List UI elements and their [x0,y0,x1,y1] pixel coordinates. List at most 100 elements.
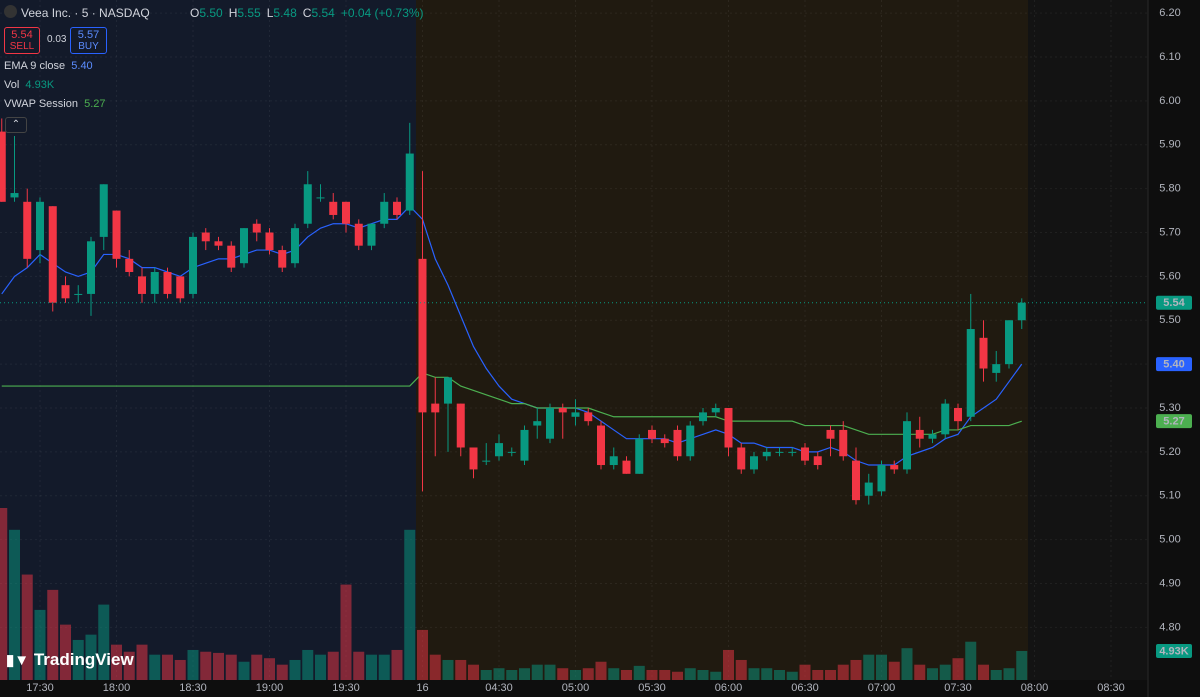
price-tag-label: 5.27 [1163,416,1184,428]
candle-body [316,197,325,199]
volume-bar [468,664,479,680]
candle-body [1017,302,1026,321]
spread: 0.03 [47,34,67,45]
volume-bar [404,529,416,680]
candle-body [125,258,134,272]
symbol-title[interactable]: Veea Inc. · 5 · NASDAQ [21,6,150,20]
time-axis-bg [0,680,1148,697]
volume-bar [98,604,110,680]
price-tag [1156,643,1192,658]
volume-bar [417,629,428,680]
ohlc-value: 5.54 [311,6,335,20]
x-tick-label: 17:30 [26,682,54,694]
volume-bar [595,661,607,680]
candle-body [839,429,848,457]
candle-body [150,272,159,294]
x-tick-label: 05:00 [562,682,590,694]
volume-bar [723,649,734,680]
buy-button[interactable]: 5.57 BUY [70,27,107,54]
collapse-button[interactable]: ⌃ [5,117,27,133]
candle-body [890,465,899,470]
candle-body [342,201,350,224]
candle-body [444,377,452,404]
candle-body [176,276,185,299]
volume-bar [710,671,722,680]
candle-body [571,412,580,417]
volume-bar [557,668,569,680]
volume-bar [34,609,46,680]
volume-bar [213,652,224,680]
candle-body [711,408,720,413]
x-tick-label: 19:30 [332,682,360,694]
candle-body [354,223,363,246]
volume-bar [697,669,709,680]
candle-body [737,447,746,470]
candle-body [673,429,682,457]
y-tick-label: 5.90 [1159,139,1180,151]
volume-bar [302,649,314,680]
volume-bar [366,654,377,680]
price-tag-label: 4.93K [1159,645,1188,657]
ema-value: 5.40 [71,60,93,72]
volume-bar [0,508,8,680]
candle-body [788,451,797,453]
volume-bar [531,664,543,680]
candle-body [87,241,95,294]
candle-body [507,451,516,453]
volume-bar [391,649,403,680]
candle-body [724,408,733,448]
candle-body [941,403,950,435]
candle-body [265,232,274,251]
sell-label: SELL [9,41,35,52]
candle-body [303,184,312,224]
candle-body [431,403,440,413]
symbol-icon[interactable] [4,5,17,18]
volume-bar [965,641,977,680]
price-tag [1156,357,1192,372]
vwap-legend[interactable]: VWAP Session 5.27 [4,98,106,110]
candle-body [74,293,83,295]
volume-bar [174,659,186,680]
volume-bar [149,654,161,680]
volume-bar [289,659,301,680]
volume-bar [799,664,811,680]
ohlc-value: 5.50 [199,6,223,20]
candle-body [10,193,19,198]
volume-bar [251,654,263,680]
x-tick-label: 08:00 [1021,682,1049,694]
volume-bar [633,665,645,680]
y-tick-label: 6.00 [1159,95,1180,107]
y-tick-label: 4.80 [1159,621,1180,633]
candle-body [954,408,962,422]
volume-bar [646,669,658,680]
buy-label: BUY [78,41,99,52]
ema-legend[interactable]: EMA 9 close 5.40 [4,60,93,72]
candle-body [609,456,618,466]
volume-bar [684,668,696,680]
vwap-name: VWAP Session [4,98,78,110]
candle-body [699,412,707,422]
volume-bar [21,574,33,680]
watermark: ▮▼ TradingView [6,650,134,669]
candle-body [801,447,809,461]
x-tick-label: 18:30 [179,682,207,694]
candle-body [418,258,427,413]
volume-bar [353,651,365,680]
candle-body [380,201,389,224]
volume-bar [9,529,20,680]
volume-bar [340,584,352,680]
sell-button[interactable]: 5.54 SELL [4,27,40,54]
vwap-value: 5.27 [84,98,106,110]
candle-body [928,434,937,439]
candle-body [495,443,503,457]
volume-bar [837,664,849,680]
x-tick-label: 18:00 [103,682,131,694]
vol-legend[interactable]: Vol 4.93K [4,79,54,91]
y-tick-label: 5.80 [1159,183,1180,195]
candle-body [813,456,822,466]
volume-bar [901,648,913,680]
volume-bar [493,668,505,680]
candle-body [278,250,287,268]
volume-bar [748,668,760,680]
